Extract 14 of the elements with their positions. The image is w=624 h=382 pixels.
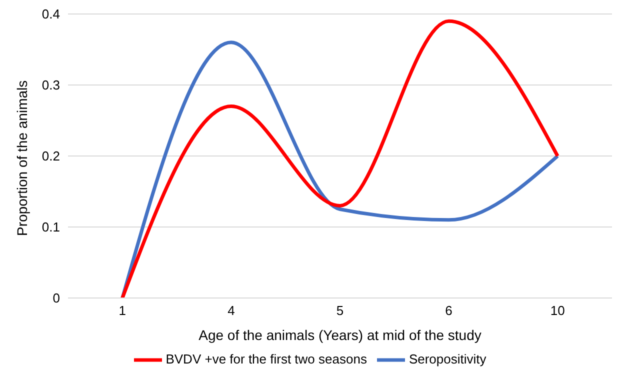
x-axis-title: Age of the animals (Years) at mid of the study	[198, 327, 482, 343]
y-tick-label: 0.2	[42, 148, 60, 164]
y-axis-title: Proportion of the animals	[14, 80, 30, 236]
x-tick-label: 1	[118, 303, 126, 318]
x-tick-label: 10	[550, 303, 565, 318]
x-tick-label: 5	[336, 303, 344, 318]
y-tick-label: 0.3	[42, 78, 60, 93]
y-tick-label: 0	[52, 290, 60, 306]
y-tick-label: 0.4	[42, 6, 60, 22]
legend-label: BVDV +ve for the first two seasons	[166, 351, 367, 366]
x-tick-label: 4	[228, 303, 235, 318]
legend-label: Seropositivity	[408, 351, 486, 366]
x-tick-label: 6	[445, 303, 452, 318]
y-tick-label: 0.1	[42, 220, 60, 235]
